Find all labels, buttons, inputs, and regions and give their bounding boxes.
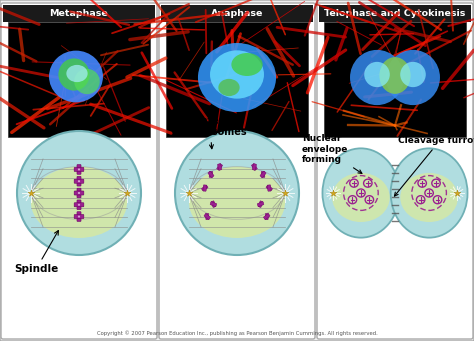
FancyBboxPatch shape xyxy=(218,164,222,170)
Ellipse shape xyxy=(78,192,80,194)
Ellipse shape xyxy=(364,62,390,87)
Ellipse shape xyxy=(31,167,127,238)
Point xyxy=(185,190,192,196)
FancyBboxPatch shape xyxy=(265,213,269,220)
FancyBboxPatch shape xyxy=(77,200,81,210)
Point xyxy=(329,190,337,196)
Text: Daughter
chromosomes: Daughter chromosomes xyxy=(172,116,247,149)
Ellipse shape xyxy=(400,173,458,222)
FancyBboxPatch shape xyxy=(77,165,81,174)
FancyBboxPatch shape xyxy=(74,214,84,219)
FancyBboxPatch shape xyxy=(317,3,473,339)
FancyBboxPatch shape xyxy=(161,5,313,22)
Ellipse shape xyxy=(210,50,264,99)
FancyBboxPatch shape xyxy=(159,3,315,339)
FancyBboxPatch shape xyxy=(251,164,257,170)
Ellipse shape xyxy=(386,50,440,105)
Ellipse shape xyxy=(175,131,299,255)
FancyBboxPatch shape xyxy=(257,202,264,207)
FancyBboxPatch shape xyxy=(74,203,84,207)
Point xyxy=(453,190,461,196)
FancyBboxPatch shape xyxy=(211,201,216,208)
Text: Copyright © 2007 Pearson Education Inc., publishing as Pearson Benjamin Cummings: Copyright © 2007 Pearson Education Inc.,… xyxy=(97,330,377,336)
Ellipse shape xyxy=(49,50,103,102)
Ellipse shape xyxy=(219,79,240,96)
FancyBboxPatch shape xyxy=(74,179,84,183)
Ellipse shape xyxy=(78,216,80,218)
Ellipse shape xyxy=(400,62,426,87)
FancyBboxPatch shape xyxy=(3,5,155,22)
FancyBboxPatch shape xyxy=(217,164,223,170)
FancyBboxPatch shape xyxy=(266,185,273,191)
Point xyxy=(124,190,131,196)
FancyBboxPatch shape xyxy=(210,202,217,207)
Point xyxy=(27,190,35,196)
FancyBboxPatch shape xyxy=(74,167,84,172)
FancyBboxPatch shape xyxy=(1,3,157,339)
FancyBboxPatch shape xyxy=(201,185,208,191)
Ellipse shape xyxy=(78,168,80,170)
Ellipse shape xyxy=(332,173,390,222)
FancyBboxPatch shape xyxy=(267,185,271,191)
Bar xyxy=(324,22,466,137)
FancyBboxPatch shape xyxy=(264,213,270,220)
FancyBboxPatch shape xyxy=(205,213,209,220)
FancyBboxPatch shape xyxy=(77,176,81,186)
Ellipse shape xyxy=(78,204,80,206)
Ellipse shape xyxy=(189,167,285,238)
Text: Spindle: Spindle xyxy=(14,231,58,274)
Bar xyxy=(8,22,150,137)
FancyBboxPatch shape xyxy=(74,191,84,195)
FancyBboxPatch shape xyxy=(77,212,81,221)
Bar xyxy=(166,22,308,137)
Text: Cleavage furrow: Cleavage furrow xyxy=(394,136,474,196)
FancyBboxPatch shape xyxy=(260,171,266,178)
Ellipse shape xyxy=(78,180,80,182)
Ellipse shape xyxy=(350,50,404,105)
FancyBboxPatch shape xyxy=(203,185,207,191)
Ellipse shape xyxy=(17,131,141,255)
Ellipse shape xyxy=(74,69,100,94)
FancyBboxPatch shape xyxy=(208,171,214,178)
Ellipse shape xyxy=(198,43,276,112)
FancyBboxPatch shape xyxy=(204,213,210,220)
Ellipse shape xyxy=(379,57,410,94)
FancyBboxPatch shape xyxy=(258,201,263,208)
Ellipse shape xyxy=(322,148,399,238)
Point xyxy=(282,190,289,196)
Text: Telophase and Cytokinesis: Telophase and Cytokinesis xyxy=(324,9,465,18)
Text: Nuclear
envelope
forming: Nuclear envelope forming xyxy=(302,134,362,174)
Text: Metaphase: Metaphase xyxy=(50,9,109,18)
Text: Anaphase: Anaphase xyxy=(211,9,263,18)
FancyBboxPatch shape xyxy=(209,171,213,178)
FancyBboxPatch shape xyxy=(319,5,471,22)
Ellipse shape xyxy=(391,148,467,238)
FancyBboxPatch shape xyxy=(77,188,81,198)
Ellipse shape xyxy=(66,65,88,82)
FancyBboxPatch shape xyxy=(261,171,265,178)
FancyBboxPatch shape xyxy=(252,164,256,170)
Ellipse shape xyxy=(58,58,90,91)
Ellipse shape xyxy=(231,53,263,76)
